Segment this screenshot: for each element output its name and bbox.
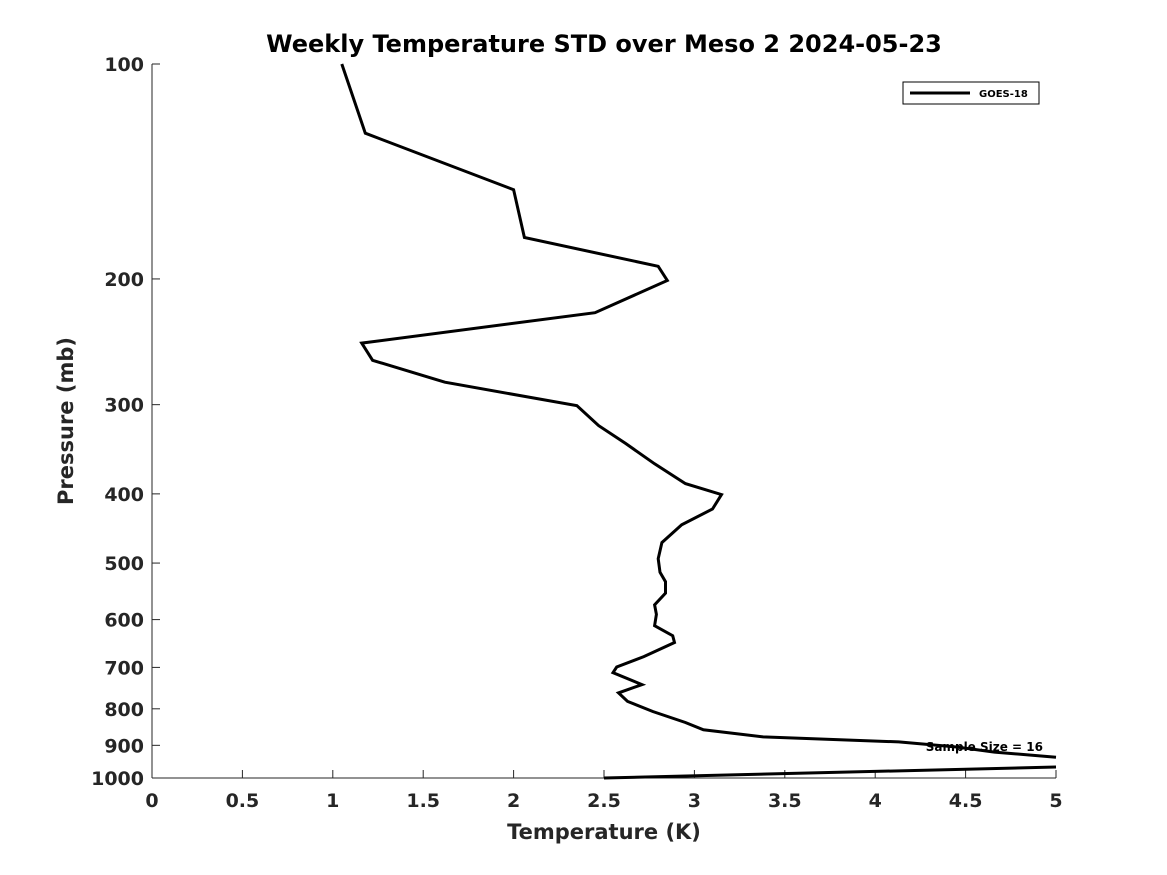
x-axis-ticks: 0 0.5 1 1.5 2 2.5 3 3.5 4 4.5 5 (145, 770, 1063, 812)
x-tick-label: 1 (326, 790, 339, 812)
legend-box (902, 81, 1040, 105)
legend: GOES-18 (902, 81, 1040, 105)
y-tick-label: 500 (104, 553, 144, 575)
x-tick-label: 3.5 (768, 790, 802, 812)
y-tick-label: 400 (104, 484, 144, 506)
y-axis-ticks: 100 200 300 400 500 600 700 800 900 1000 (91, 54, 160, 790)
x-tick-label: 4.5 (949, 790, 983, 812)
x-tick-label: 2 (507, 790, 520, 812)
y-tick-label: 100 (104, 54, 144, 76)
y-axis-label: Pressure (mb) (54, 337, 78, 505)
x-tick-label: 0 (145, 790, 158, 812)
y-tick-label: 700 (104, 657, 144, 679)
x-axis-label: Temperature (K) (507, 820, 701, 844)
x-tick-label: 3 (688, 790, 701, 812)
y-tick-label: 800 (104, 699, 144, 721)
series-line-goes-18 (340, 63, 1057, 759)
y-tick-label: 200 (104, 269, 144, 291)
x-tick-label: 0.5 (226, 790, 260, 812)
x-tick-label: 4 (869, 790, 882, 812)
legend-label-goes-18: GOES-18 (979, 89, 1028, 100)
x-tick-label: 1.5 (406, 790, 440, 812)
x-tick-label: 2.5 (587, 790, 621, 812)
y-tick-label: 300 (104, 395, 144, 417)
series-tail-goes-18 (603, 765, 1057, 780)
y-tick-label: 1000 (91, 768, 144, 790)
plot-area (340, 63, 1057, 780)
y-tick-label: 600 (104, 610, 144, 632)
x-tick-label: 5 (1049, 790, 1062, 812)
y-tick-label: 900 (104, 735, 144, 757)
sample-size-annotation: Sample Size = 16 (926, 740, 1043, 754)
chart-title: Weekly Temperature STD over Meso 2 2024-… (266, 30, 942, 58)
